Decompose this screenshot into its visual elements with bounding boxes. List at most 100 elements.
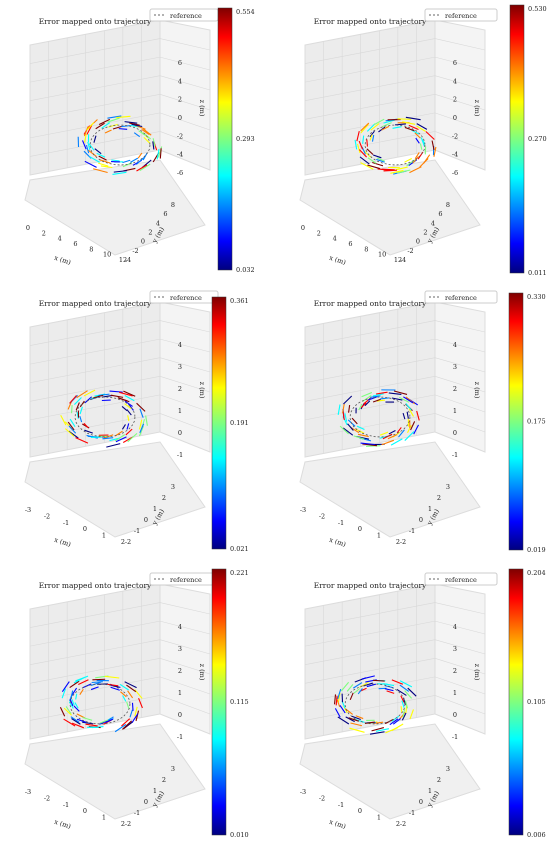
colorbar-min-label: 0.019: [527, 546, 546, 554]
trajectory-segment: [139, 163, 151, 172]
x-tick-label: -3: [300, 506, 306, 514]
trajectory-segment: [351, 417, 358, 425]
trajectory-segment: [433, 146, 437, 157]
trajectory-segment: [86, 125, 93, 135]
trajectory-segment: [381, 439, 395, 446]
trajectory: [333, 675, 417, 735]
trajectory-segment: [357, 433, 369, 438]
trajectory-segment: [122, 159, 131, 164]
trajectory-segment: [90, 686, 99, 691]
y-tick-label: -2: [407, 247, 413, 255]
back-wall-left: [304, 583, 436, 740]
colorbar: 0.204 0.105 0.006: [508, 568, 546, 839]
grid-line: [434, 38, 486, 51]
trajectory-segment: [130, 157, 139, 163]
trajectory-segment: [392, 718, 401, 725]
grid-line: [434, 657, 486, 675]
trajectory-segment: [99, 159, 111, 164]
x-tick-label: 6: [348, 240, 352, 248]
z-tick-label: 3: [178, 645, 182, 653]
trajectory-segment: [372, 154, 382, 159]
x-tick-label: 2: [121, 538, 125, 546]
z-tick-label: 1: [178, 407, 182, 415]
trajectory-segment: [361, 675, 375, 680]
trajectory-segment: [118, 128, 128, 130]
colorbar: 0.330 0.175 0.019: [508, 292, 546, 554]
trajectory-segment: [131, 123, 143, 128]
trajectory-segment: [402, 412, 406, 420]
z-tick-label: 3: [178, 363, 182, 371]
trajectory-segment: [400, 695, 405, 703]
grid-line: [159, 639, 211, 655]
trajectory-segment: [366, 123, 376, 132]
trajectory-segment: [349, 727, 365, 733]
trajectory-segment: [107, 683, 119, 687]
x-tick-label: -1: [338, 801, 344, 809]
grid-line: [304, 338, 436, 365]
trajectory-segment: [84, 396, 92, 404]
trajectory-segment: [360, 122, 370, 132]
z-tick-label: 6: [453, 59, 457, 67]
trajectory-segment: [100, 165, 113, 169]
trajectory-segment: [363, 150, 372, 158]
grid-line: [304, 375, 436, 402]
trajectory-segment: [357, 688, 363, 695]
trajectory-segment: [127, 690, 134, 699]
trajectory-segment: [113, 170, 128, 173]
z-tick-label: 4: [453, 77, 457, 85]
grid-line: [304, 112, 436, 139]
trajectory-segment: [379, 431, 389, 436]
x-tick-label: 1: [377, 814, 381, 822]
trajectory-segment: [124, 681, 137, 689]
x-tick-label: 0: [301, 224, 305, 232]
trajectory-segment: [375, 391, 388, 395]
trajectory-segment: [369, 130, 375, 138]
z-tick-label: -4: [452, 151, 458, 159]
z-axis-label: z (m): [198, 664, 206, 681]
x-tick-label: 0: [358, 807, 362, 815]
grid-line: [159, 676, 211, 695]
trajectory-segment: [84, 160, 97, 168]
x-axis-label: x (m): [328, 254, 347, 267]
trajectory-segment: [419, 158, 429, 168]
grid-line: [304, 413, 436, 439]
colorbar: 0.361 0.191 0.021: [211, 296, 249, 553]
grid-line: [304, 602, 436, 628]
grid-line: [159, 375, 211, 393]
trajectory-segment: [121, 406, 128, 412]
chart-title: Error mapped onto trajectory: [39, 17, 152, 26]
grid-line: [159, 56, 211, 71]
trajectory-segment: [71, 718, 81, 725]
y-tick-label: 4: [431, 219, 435, 227]
trajectory-segment: [414, 132, 421, 139]
grid-line: [434, 602, 486, 615]
trajectory-segment: [358, 149, 368, 158]
grid-line: [29, 695, 161, 721]
grid-line: [159, 93, 211, 111]
x-tick-label: 2: [42, 229, 46, 237]
grid-line: [304, 75, 436, 102]
y-tick-label: 8: [446, 201, 450, 209]
trajectory-segment: [337, 692, 341, 703]
trajectory-segment: [141, 129, 150, 136]
trajectory-segment: [79, 415, 83, 423]
trajectory-segment: [75, 402, 80, 411]
trajectory-segment: [360, 162, 374, 170]
trajectory-segment: [353, 688, 361, 694]
legend-label: reference: [445, 294, 477, 302]
grid-line: [304, 357, 436, 384]
floor-pane: [299, 441, 481, 538]
trajectory-segment: [135, 710, 140, 722]
colorbar-gradient: [508, 568, 524, 836]
z-tick-label: 4: [178, 77, 182, 85]
trajectory-segment: [131, 713, 139, 723]
trajectory-segment: [358, 140, 364, 150]
trajectory-segment: [114, 723, 127, 733]
reference-trajectory: [69, 683, 131, 725]
trajectory-segment: [360, 442, 375, 446]
y-tick-label: 0: [141, 238, 145, 246]
trajectory-segment: [342, 427, 354, 436]
trajectory-segment: [71, 699, 75, 706]
trajectory-segment: [359, 156, 370, 165]
trajectory-segment: [83, 133, 87, 143]
